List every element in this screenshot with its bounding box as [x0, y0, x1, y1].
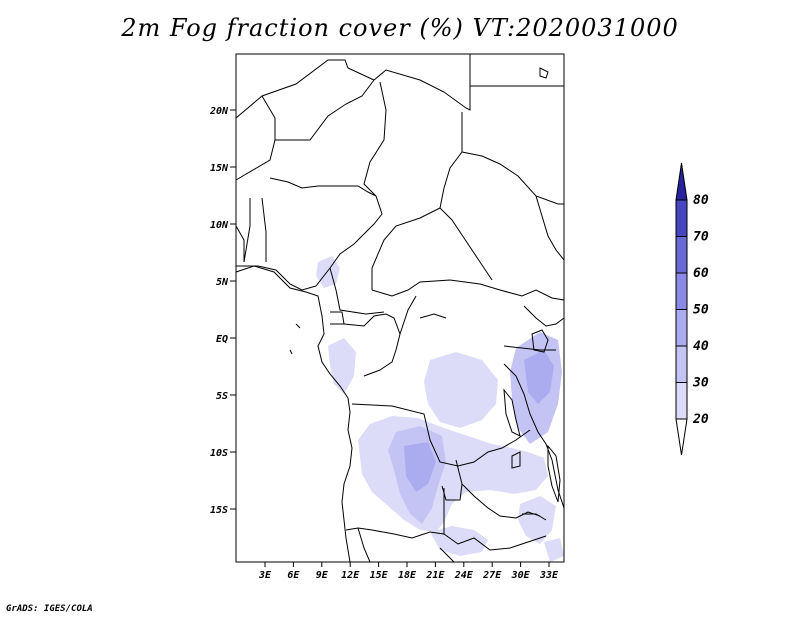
lat-tick-label: 10S	[210, 448, 228, 459]
coastline	[235, 265, 353, 563]
lat-tick-label: 5S	[216, 391, 228, 402]
lake-outline	[503, 388, 521, 437]
border-path	[235, 54, 471, 119]
coastline	[419, 313, 447, 319]
border-path	[443, 533, 547, 551]
lon-tick-label: 3E	[258, 570, 272, 581]
fog-patch-se2	[544, 538, 564, 562]
latitude-axis: 20N 15N 10N 5N EQ 5S 10S 15S	[209, 106, 236, 516]
colorbar-upper-triangle	[675, 162, 688, 201]
border-path	[236, 265, 317, 291]
lat-tick-label: 5N	[216, 277, 229, 288]
lat-tick-label: 15S	[210, 505, 228, 516]
coastline	[295, 323, 301, 329]
fog-patch-south	[430, 526, 488, 556]
colorbar-label: 70	[693, 230, 709, 245]
colorbar-label: 80	[693, 193, 709, 208]
border-path	[269, 177, 377, 197]
colorbar-segment	[675, 272, 688, 310]
map-title: 2m Fog fraction cover (%) VT:2020031000	[121, 14, 679, 42]
country-borders	[235, 54, 565, 563]
colorbar: 20 30 40 50 60 70 80	[675, 162, 709, 456]
fog-patch-angola-inner	[404, 442, 436, 492]
lon-tick-label: 9E	[316, 570, 329, 581]
lake-outline	[531, 329, 549, 353]
lake-outline	[547, 444, 561, 503]
border-path	[399, 295, 417, 335]
fog-cover-fill	[316, 256, 564, 562]
border-path	[235, 95, 276, 181]
border-path	[523, 305, 565, 327]
border-path	[461, 151, 564, 205]
lat-tick-label: 20N	[209, 106, 229, 117]
lat-tick-label: EQ	[216, 334, 228, 345]
border-path	[243, 198, 251, 263]
border-path	[261, 197, 267, 262]
border-path	[357, 527, 371, 563]
lon-tick-label: 30E	[511, 570, 531, 581]
fog-patch-east-inner	[524, 350, 554, 404]
colorbar-segment	[675, 309, 688, 347]
coastline	[289, 349, 293, 355]
border-path	[439, 547, 455, 563]
border-path	[503, 345, 556, 351]
border-path	[275, 79, 375, 141]
border-path	[315, 267, 331, 287]
lon-tick-label: 12E	[341, 570, 360, 581]
lon-tick-label: 27E	[482, 570, 502, 581]
border-path	[329, 267, 385, 315]
border-path	[535, 195, 565, 261]
colorbar-label: 60	[693, 266, 709, 281]
colorbar-label: 30	[692, 376, 709, 391]
border-path	[441, 459, 463, 501]
border-path	[515, 511, 541, 519]
lon-tick-label: 21E	[425, 570, 445, 581]
colorbar-lower-triangle	[675, 418, 688, 456]
border-path	[345, 488, 445, 539]
lon-tick-label: 33E	[539, 570, 559, 581]
grads-credit: GrADS: IGES/COLA	[6, 604, 93, 614]
lon-tick-label: 18E	[398, 570, 417, 581]
colorbar-segment	[675, 345, 688, 383]
border-path	[371, 207, 441, 290]
coastline	[522, 513, 547, 521]
border-path	[461, 483, 517, 519]
fog-patch-se	[518, 496, 556, 544]
lat-tick-label: 10N	[210, 220, 229, 231]
border-path	[371, 279, 565, 301]
map-frame	[235, 53, 565, 563]
colorbar-label: 40	[693, 339, 709, 354]
border-path	[439, 112, 493, 281]
fog-patch-congo-basin	[424, 352, 498, 428]
colorbar-label: 20	[692, 412, 709, 427]
longitude-axis: 3E 6E 9E 12E 15E 18E 21E 24E 27E 30E 33E	[258, 562, 559, 581]
fog-patch-gabon-coast	[328, 338, 356, 394]
lon-tick-label: 24E	[454, 570, 474, 581]
border-path	[330, 311, 345, 325]
colorbar-label: 50	[693, 303, 709, 318]
lake-outline	[511, 451, 521, 469]
fog-patch-cameroon	[316, 256, 340, 288]
lat-tick-label: 15N	[210, 163, 229, 174]
lake-outline	[539, 67, 549, 79]
border-path	[503, 363, 565, 509]
border-path	[329, 81, 387, 269]
colorbar-segment	[675, 382, 688, 420]
lon-tick-label: 15E	[370, 570, 389, 581]
colorbar-segment	[675, 236, 688, 274]
colorbar-segment	[675, 199, 688, 237]
border-path	[343, 313, 401, 377]
lon-tick-label: 6E	[287, 570, 300, 581]
border-path	[235, 225, 245, 262]
